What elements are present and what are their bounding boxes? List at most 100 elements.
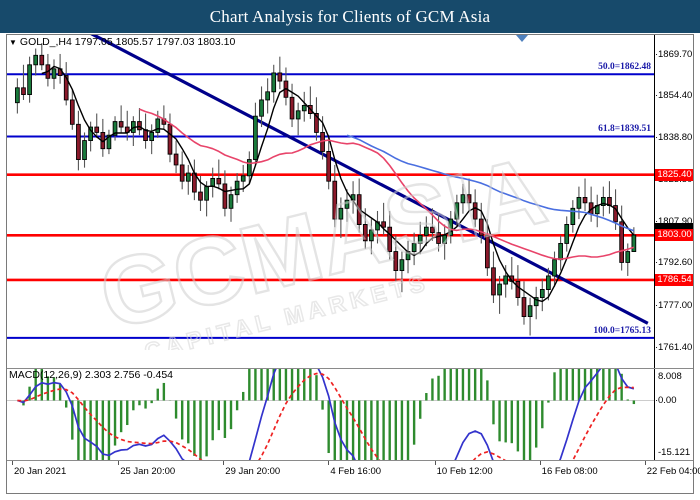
price-axis-tick: ·1761.40 [655,342,693,354]
macd-chart-svg [7,369,654,460]
candle-body [449,219,453,235]
candle-body [113,122,117,136]
candle-body [583,197,587,202]
candle-body [412,243,416,251]
candle-body [522,298,526,317]
candle-body [467,195,471,203]
candle-body [247,160,251,176]
candle-body [168,124,172,154]
highlighted-price-label[interactable]: 1825.40 [655,168,693,181]
candle-body [254,116,258,159]
time-axis-tick-mark [539,461,541,465]
price-plot-area[interactable] [7,35,654,368]
candle-body [40,55,44,64]
candle-body [138,122,142,130]
candle-body [22,88,26,95]
candle-body [431,227,435,232]
tick-mark-icon: · [655,257,659,269]
time-axis-tick-mark [118,461,120,465]
macd-axis-tick: 8.008 [655,371,693,383]
candle-body [296,111,300,119]
candle-body [400,260,404,271]
candle-body [626,252,630,263]
candle-body [150,132,154,140]
candle-body [614,206,618,222]
candle-body [516,281,520,297]
fib-label-100: 100.0=1765.13 [593,325,651,336]
highlighted-price-label[interactable]: 1786.54 [655,273,693,286]
candle-body [547,276,551,290]
candle-body [89,127,93,141]
candle-body [223,184,227,208]
price-axis-tick: ·1854.40 [655,90,693,102]
price-axis-tick: ·1807.90 [655,216,693,228]
candle-body [443,235,447,243]
time-axis-tick-mark [328,461,330,465]
candle-body [394,252,398,271]
candle-body [485,235,489,267]
macd-line [17,369,633,460]
price-chart-svg [7,35,654,368]
candle-body [174,154,178,165]
candle-body [272,73,276,92]
candle-body [229,195,233,209]
candle-body [504,276,508,284]
quote-header: ▼ GOLD_,H4 1797.05 1805.57 1797.03 1803.1… [9,36,235,50]
candle-body [534,298,538,306]
price-axis-tick: ·1838.80 [655,132,693,144]
price-axis[interactable]: ·1869.70·1854.40·1838.80·1823.50·1807.90… [654,35,693,368]
candle-body [266,92,270,100]
candle-body [235,181,239,195]
candle-body [302,105,306,110]
candle-body [540,289,544,297]
ma-mid-line [139,109,633,259]
quote-header-text: GOLD_,H4 1797.05 1805.57 1797.03 1803.10 [19,36,236,48]
highlighted-price-label[interactable]: 1803.00 [655,229,693,242]
candle-body [620,222,624,263]
candle-body [64,76,68,100]
macd-axis-tick-label: -15.121 [658,447,691,458]
price-axis-tick: ·1869.70 [655,49,693,61]
candle-body [260,100,264,116]
ma-slow-line [347,135,634,231]
time-axis-tick-label: 16 Feb 08:00 [541,466,598,477]
time-axis-tick-mark [11,461,13,465]
tick-mark-icon: · [655,299,659,311]
candle-body [345,200,349,208]
macd-axis[interactable]: 8.008 ·0.00 -15.121 [654,369,693,460]
chevron-down-icon[interactable]: ▼ [9,37,17,47]
time-axis[interactable]: 20 Jan 2021 25 Jan 20:00 29 Jan 20:00 4 Feb… [7,460,700,493]
chart-collapse-marker-icon[interactable] [516,35,528,42]
price-axis-tick-label: 1838.80 [658,132,693,144]
candle-body [632,235,636,252]
candle-body [34,55,38,64]
candle-body [333,181,337,219]
time-axis-tick-mark [223,461,225,465]
candle-body [479,219,483,235]
candle-body [437,233,441,244]
candle-body [95,127,99,132]
macd-axis-tick: -15.121 [655,447,693,459]
candle-body [492,268,496,295]
time-axis-tick-label: 25 Jan 20:00 [120,466,176,477]
candle-body [382,222,386,227]
price-axis-tick-label: 1792.60 [658,257,693,269]
price-axis-tick: ·1792.60 [655,257,693,269]
candle-body [388,227,392,251]
macd-header-text: MACD(12,26,9) 2.303 2.756 -0.454 [9,369,174,381]
macd-plot-area[interactable] [7,369,654,460]
candle-body [528,306,532,317]
price-axis-tick-label: 1777.00 [658,299,693,311]
candle-body [418,235,422,243]
candle-body [315,114,319,133]
time-axis-tick-label: 10 Feb 12:00 [436,466,493,477]
macd-pane: MACD(12,26,9) 2.303 2.756 -0.454 8.008 ·0… [7,368,693,460]
candle-body [278,73,282,81]
chart-frame: GCMASIA CAPITAL MARKETS ▼ GOLD_,H4 1797.0… [6,34,700,494]
candle-body [565,225,569,244]
candle-body [107,135,111,149]
tick-mark-icon: · [655,132,659,144]
candle-body [498,284,502,295]
tick-mark-icon: · [655,394,659,406]
